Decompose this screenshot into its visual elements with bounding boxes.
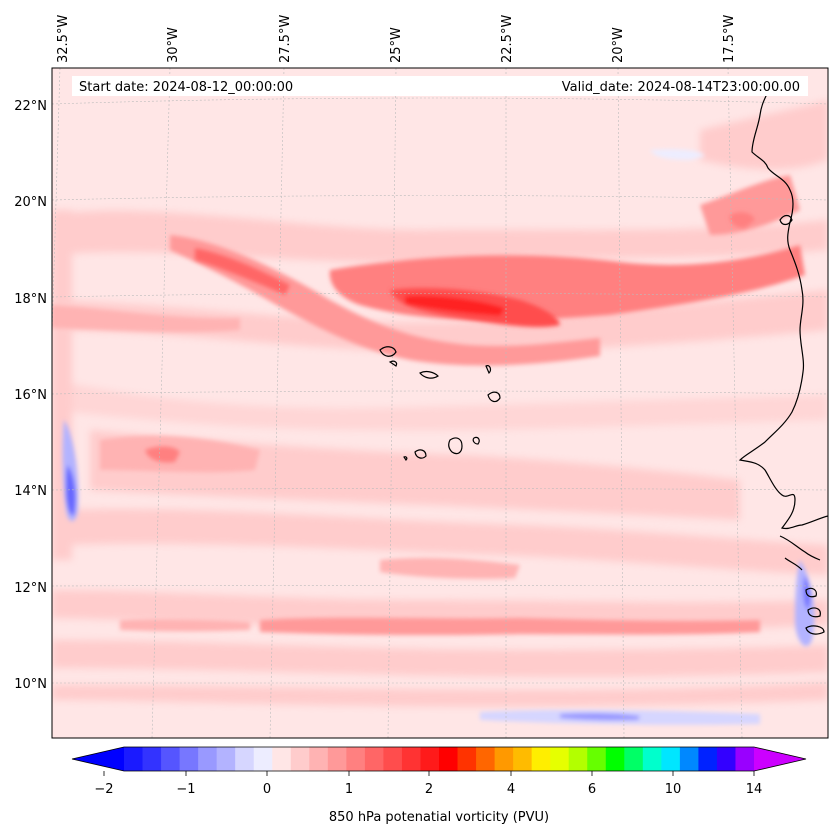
- lat-label: 16°N: [14, 388, 47, 403]
- lat-label: 20°N: [14, 195, 47, 210]
- colorbar-tick-label: 2: [425, 782, 433, 797]
- lon-label: 32.5°W: [56, 15, 71, 63]
- colorbar-outline: [71, 746, 807, 772]
- colorbar-segment: [290, 747, 310, 771]
- colorbar-segment: [420, 747, 440, 771]
- colorbar-segment: [179, 747, 199, 771]
- colorbar-segment: [679, 747, 699, 771]
- coastline: [379, 84, 828, 635]
- pv-field-negative: [62, 149, 815, 725]
- colorbar-segment: [642, 747, 662, 771]
- colorbar-segment: [161, 747, 181, 771]
- map-panel: Start date: 2024-08-12_00:00:00 Valid_da…: [52, 68, 828, 738]
- colorbar-tick-label: 4: [507, 782, 515, 797]
- colorbar-segment: [216, 747, 236, 771]
- colorbar-tick-label: 1: [345, 782, 353, 797]
- colorbar-tick-label: 14: [746, 782, 763, 797]
- colorbar-tick-label: 0: [263, 782, 271, 797]
- colorbar-segment: [735, 747, 755, 771]
- pv-field-strong: [145, 212, 755, 463]
- colorbar-segment: [716, 747, 736, 771]
- graticule: [52, 68, 828, 738]
- colorbar-segment: [327, 747, 347, 771]
- colorbar: −2 −1 0 1 2 4 6 10 14 850 hPa potenatial vortici…: [71, 746, 807, 825]
- date-header-box: [72, 76, 808, 96]
- lat-label: 12°N: [14, 581, 47, 596]
- colorbar-segment: [587, 747, 607, 771]
- colorbar-tick-label: 10: [665, 782, 682, 797]
- valid-date: Valid_date: 2024-08-14T23:00:00.00: [562, 80, 800, 95]
- colorbar-segment: [142, 747, 162, 771]
- colorbar-segment: [401, 747, 421, 771]
- colorbar-segment: [698, 747, 718, 771]
- lon-label: 20°W: [611, 27, 626, 63]
- colorbar-segment: [605, 747, 625, 771]
- colorbar-segment: [198, 747, 218, 771]
- colorbar-segment: [513, 747, 533, 771]
- colorbar-segment: [235, 747, 255, 771]
- colorbar-segment: [457, 747, 477, 771]
- colorbar-extend-high: [754, 747, 806, 771]
- colorbar-segment: [476, 747, 496, 771]
- colorbar-segment: [624, 747, 644, 771]
- latitude-labels: 22°N 20°N 18°N 16°N 14°N 12°N 10°N: [14, 99, 47, 692]
- colorbar-segment: [439, 747, 459, 771]
- colorbar-segment: [531, 747, 551, 771]
- lon-label: 30°W: [166, 27, 181, 63]
- colorbar-tick-label: −1: [176, 782, 195, 797]
- colorbar-segment: [124, 747, 144, 771]
- lat-label: 10°N: [14, 677, 47, 692]
- colorbar-segment: [364, 747, 384, 771]
- lat-label: 14°N: [14, 484, 47, 499]
- start-date: Start date: 2024-08-12_00:00:00: [79, 80, 293, 95]
- colorbar-segment: [568, 747, 588, 771]
- lat-label: 22°N: [14, 99, 47, 114]
- colorbar-segment: [346, 747, 366, 771]
- colorbar-segment: [253, 747, 273, 771]
- colorbar-segment: [383, 747, 403, 771]
- lat-label: 18°N: [14, 292, 47, 307]
- colorbar-segment: [494, 747, 514, 771]
- lon-label: 27.5°W: [278, 15, 293, 63]
- colorbar-segment: [272, 747, 292, 771]
- longitude-labels: 32.5°W 30°W 27.5°W 25°W 22.5°W 20°W 17.5…: [56, 15, 737, 63]
- colorbar-label: 850 hPa potenatial vorticity (PVU): [329, 810, 549, 825]
- lon-label: 22.5°W: [500, 15, 515, 63]
- lon-label: 25°W: [389, 27, 404, 63]
- colorbar-segments: [124, 747, 755, 771]
- colorbar-ticks: −2 −1 0 1 2 4 6 10 14: [94, 771, 762, 797]
- colorbar-tick-label: −2: [94, 782, 113, 797]
- lon-label: 17.5°W: [722, 15, 737, 63]
- colorbar-segment: [309, 747, 329, 771]
- colorbar-segment: [550, 747, 570, 771]
- colorbar-segment: [661, 747, 681, 771]
- colorbar-extend-low: [72, 747, 124, 771]
- map-frame: [51, 67, 829, 739]
- colorbar-tick-label: 6: [588, 782, 596, 797]
